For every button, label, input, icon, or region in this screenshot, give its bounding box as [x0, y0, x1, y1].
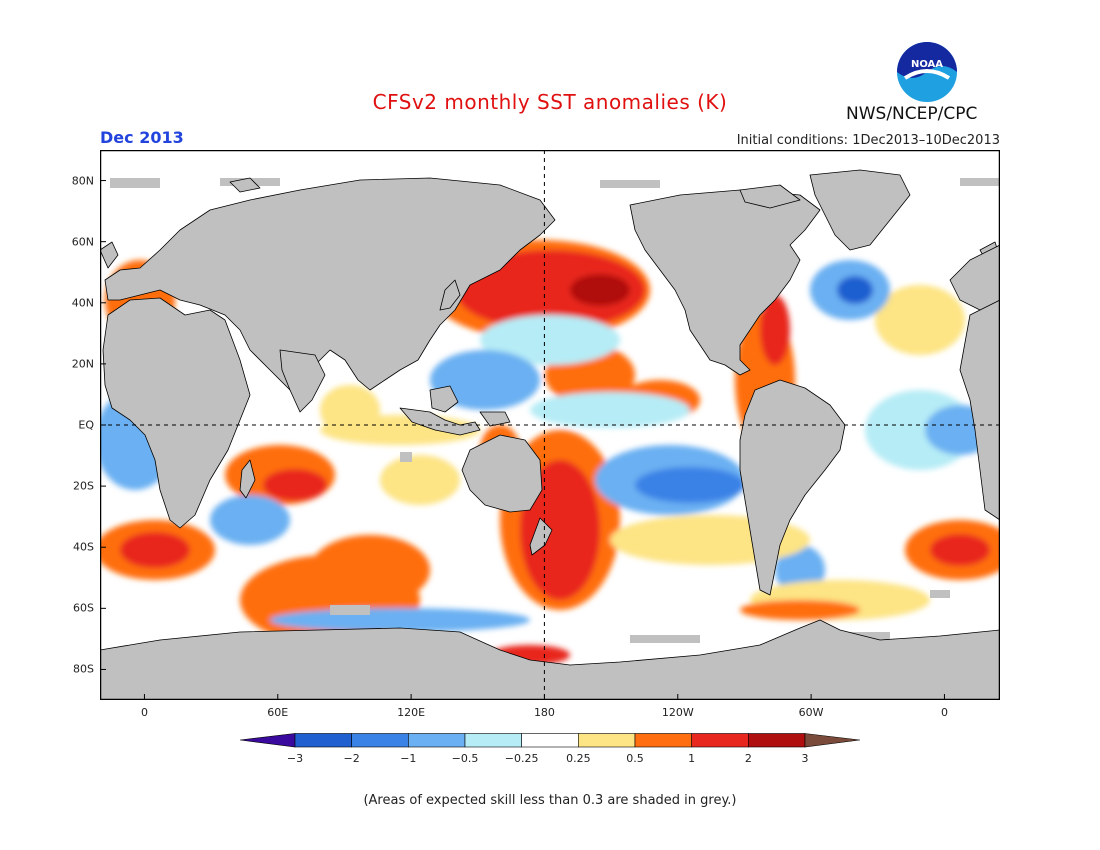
colorbar-segment	[408, 733, 466, 748]
india	[279, 349, 326, 413]
madagascar	[239, 459, 256, 499]
x-tick-label: 0	[940, 706, 948, 719]
svalbard	[229, 177, 261, 193]
y-tick-label: 40S	[73, 540, 94, 554]
colorbar-tick-label: 3	[801, 752, 809, 765]
japan	[439, 279, 461, 311]
borneo	[429, 385, 459, 413]
colorbar-tick-label: −3	[286, 752, 304, 765]
colorbar-tick-label: −0.5	[451, 752, 479, 765]
x-tick-label: 60W	[798, 706, 824, 719]
colorbar-tick-label: 1	[688, 752, 696, 765]
y-tick-label: 80N	[71, 174, 94, 188]
africa-wrap	[959, 299, 1000, 521]
colorbar-min-arrow	[240, 733, 296, 748]
indonesia	[399, 407, 481, 436]
new-zealand	[529, 517, 553, 556]
africa	[102, 297, 251, 529]
europe-wrap	[949, 244, 1000, 321]
y-tick-label: 40N	[71, 296, 94, 310]
colorbar-segment	[691, 733, 749, 748]
y-tick-label: 60N	[71, 235, 94, 249]
south-america	[739, 379, 846, 596]
colorbar-tick-label: 0.25	[566, 752, 591, 765]
eurasia	[104, 177, 556, 406]
forecast-month: Dec 2013	[100, 128, 184, 147]
colorbar-segment	[464, 733, 522, 748]
colorbar-segment	[748, 733, 806, 748]
colorbar-segment	[351, 733, 409, 748]
agency-label: NWS/NCEP/CPC	[846, 104, 978, 124]
y-tick-label: 60S	[73, 601, 94, 615]
axis-ticks	[100, 180, 945, 700]
colorbar-tick-label: −0.25	[504, 752, 539, 765]
antarctica	[100, 619, 1000, 700]
y-tick-label: EQ	[78, 418, 94, 432]
colorbar-segment	[294, 733, 352, 748]
new-guinea	[479, 411, 511, 427]
map-title: CFSv2 monthly SST anomalies (K)	[372, 90, 728, 114]
y-tick-label: 80S	[73, 662, 94, 676]
colorbar-tick-label: 2	[744, 752, 752, 765]
sst-anomaly-map	[100, 150, 1000, 700]
colorbar-segment	[634, 733, 692, 748]
anomaly-field	[100, 240, 1000, 665]
x-tick-label: 180	[533, 706, 555, 719]
colorbar-tick-label: −1	[400, 752, 417, 765]
colorbar	[240, 733, 860, 748]
land-masses	[100, 169, 1000, 700]
british-isles	[100, 241, 119, 269]
logo-text: NOAA	[911, 59, 943, 70]
colorbar-tick-label: −2	[343, 752, 360, 765]
colorbar-segment	[578, 733, 636, 748]
colorbar-tick-label: 0.5	[626, 752, 644, 765]
greenland	[809, 169, 911, 251]
y-tick-label: 20N	[71, 357, 94, 371]
y-tick-label: 20S	[73, 479, 94, 493]
australia	[461, 434, 543, 513]
colorbar-segment	[521, 733, 579, 748]
initial-conditions: Initial conditions: 1Dec2013–10Dec2013	[736, 133, 1000, 148]
x-tick-label: 120E	[397, 706, 426, 719]
north-america	[629, 189, 821, 376]
x-tick-label: 0	[140, 706, 148, 719]
noaa-logo: NOAA	[897, 42, 957, 102]
skill-footnote: (Areas of expected skill less than 0.3 a…	[363, 793, 737, 808]
x-tick-label: 60E	[267, 706, 289, 719]
x-tick-label: 120W	[661, 706, 694, 719]
canadian-archipelago	[739, 184, 801, 209]
colorbar-max-arrow	[804, 733, 860, 748]
